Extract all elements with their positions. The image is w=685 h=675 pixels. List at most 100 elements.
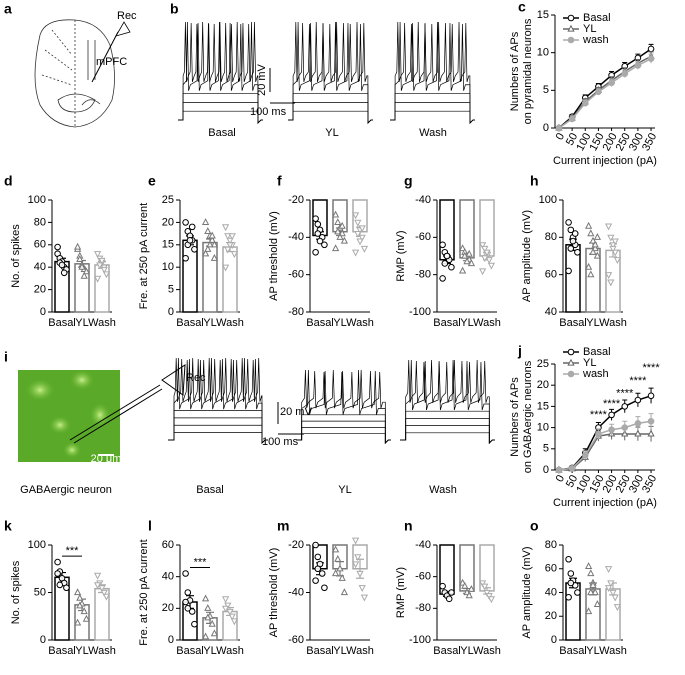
marker xyxy=(354,231,362,238)
marker xyxy=(568,465,576,472)
marker xyxy=(647,429,655,437)
y-tick-label: 20 xyxy=(545,610,557,622)
x-tick-label: YL xyxy=(586,317,599,329)
marker xyxy=(204,613,212,621)
marker xyxy=(208,619,216,627)
marker xyxy=(608,411,615,419)
marker xyxy=(634,62,642,69)
panel-label: k xyxy=(4,518,12,534)
y-tick-label: 50 xyxy=(34,586,46,598)
voltage-trace xyxy=(168,432,268,444)
marker xyxy=(230,618,239,626)
marker xyxy=(78,262,86,270)
legend-label: wash xyxy=(582,34,609,46)
panel-label: m xyxy=(277,518,289,534)
voltage-trace xyxy=(296,369,391,444)
marker xyxy=(56,581,64,589)
marker xyxy=(591,588,599,596)
x-tick-label: YL xyxy=(203,645,216,657)
marker xyxy=(201,218,210,225)
panel-label: o xyxy=(530,518,539,534)
marker xyxy=(340,588,349,596)
y-tick-label: 80 xyxy=(545,231,557,243)
panel-label: i xyxy=(4,349,8,365)
y-tick-label: -80 xyxy=(415,269,431,281)
y-tick-label: 80 xyxy=(545,539,557,551)
marker xyxy=(604,272,613,279)
y-axis-label: AP threshold (mV) xyxy=(268,211,280,301)
marker xyxy=(210,240,219,248)
y-tick-label: 5 xyxy=(168,284,174,296)
voltage-trace xyxy=(400,359,495,444)
marker xyxy=(593,233,602,240)
marker xyxy=(73,588,82,596)
bar xyxy=(585,588,601,641)
marker xyxy=(182,570,189,577)
marker xyxy=(331,244,340,252)
marker xyxy=(230,251,239,259)
marker xyxy=(63,584,70,592)
marker xyxy=(336,233,344,240)
marker xyxy=(226,242,234,250)
voltage-trace xyxy=(400,410,495,444)
marker xyxy=(186,237,194,244)
marker xyxy=(201,594,210,602)
marker xyxy=(481,583,489,591)
marker xyxy=(581,451,589,459)
y-tick-label: 0 xyxy=(168,634,174,646)
marker xyxy=(607,580,615,588)
y-axis-label: Fre. at 250 pA current xyxy=(138,203,150,309)
legend-label: Basal xyxy=(583,12,611,24)
x-tick-label: 0 xyxy=(554,473,567,484)
x-axis-label: Current injection (pA) xyxy=(553,497,657,509)
marker xyxy=(221,224,230,232)
marker xyxy=(102,593,111,601)
marker xyxy=(621,403,629,410)
y-tick-label: 0 xyxy=(40,634,46,646)
marker xyxy=(351,537,360,545)
marker xyxy=(73,618,82,626)
x-tick-label: YL xyxy=(460,645,473,657)
x-tick-label: Wash xyxy=(599,645,627,657)
y-axis-label: Numbers of APs xyxy=(509,31,521,111)
panel-label: c xyxy=(518,0,526,15)
fluorescence-image xyxy=(18,370,120,462)
voltage-trace xyxy=(288,21,373,124)
x-tick-label: Wash xyxy=(599,317,627,329)
y-tick-label: 0 xyxy=(543,122,549,134)
marker xyxy=(226,608,234,616)
marker xyxy=(82,614,91,622)
y-tick-label: 0 xyxy=(40,306,46,318)
marker xyxy=(591,240,599,248)
marker xyxy=(93,275,102,283)
marker xyxy=(567,245,575,252)
marker xyxy=(467,585,476,592)
y-tick-label: 40 xyxy=(162,571,174,583)
marker xyxy=(98,585,106,593)
y-tick-label: 15 xyxy=(162,239,174,251)
marker xyxy=(191,620,198,628)
marker xyxy=(567,14,575,22)
marker xyxy=(647,55,655,62)
marker xyxy=(191,245,198,253)
marker xyxy=(73,242,82,250)
marker xyxy=(60,269,68,277)
voltage-trace xyxy=(288,102,373,124)
marker xyxy=(98,257,106,265)
voltage-trace xyxy=(168,424,268,444)
legend-label: YL xyxy=(583,23,596,35)
marker xyxy=(351,561,360,569)
significance-label: *** xyxy=(66,545,80,557)
x-tick-label: Wash xyxy=(473,645,501,657)
marker xyxy=(201,249,210,257)
panel-label: d xyxy=(4,173,13,189)
scale-label: 20 mV xyxy=(280,406,312,418)
voltage-trace xyxy=(178,21,263,124)
y-tick-label: 10 xyxy=(537,422,549,434)
panel-label: j xyxy=(517,343,522,359)
marker xyxy=(609,589,617,597)
x-tick-label: Wash xyxy=(346,317,374,329)
marker xyxy=(96,262,104,270)
x-tick-label: Basal xyxy=(559,317,587,329)
marker xyxy=(208,236,216,243)
